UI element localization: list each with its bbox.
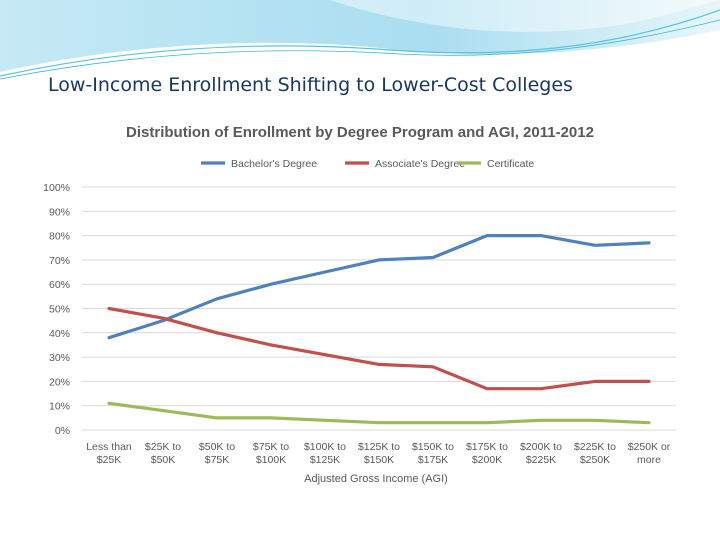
y-tick-label: 80% (49, 231, 70, 243)
y-tick-label: 60% (49, 279, 70, 291)
banner-wave-highlight (330, 0, 720, 32)
x-tick-label: $100K to $125K (304, 441, 346, 466)
x-tick-label: $75K to $100K (253, 441, 289, 466)
chart-gridlines (82, 186, 676, 431)
banner-wave-fill (0, 0, 720, 72)
series-line-1 (107, 306, 651, 391)
y-tick-label: 90% (49, 206, 70, 218)
y-tick-label: 30% (49, 352, 70, 364)
header-wave-banner (0, 0, 720, 80)
y-tick-label: 50% (49, 304, 70, 316)
slide-title: Low-Income Enrollment Shifting to Lower-… (48, 74, 573, 96)
chart-legend: Bachelor's Degree Associate's Degree Certi… (201, 158, 534, 170)
y-tick-label: 40% (49, 328, 70, 340)
y-tick-label: 20% (49, 376, 70, 388)
y-tick-label: 0% (55, 425, 70, 437)
series-line-2 (107, 401, 651, 425)
legend-label: Associate's Degree (375, 158, 465, 170)
banner-wave-line (0, 9, 720, 77)
y-tick-label: 100% (43, 182, 70, 194)
y-tick-label: 10% (49, 401, 70, 413)
x-tick-label: $250K or more (628, 441, 671, 466)
x-tick-label: Less than $25K (86, 441, 132, 466)
x-tick-label: $175K to $200K (466, 441, 508, 466)
x-tick-label: $150K to $175K (412, 441, 454, 466)
legend-label: Bachelor's Degree (231, 158, 317, 170)
x-axis-ticks: Less than $25K $25K to $50K $50K to $75K $75K … (86, 441, 671, 466)
banner-wave-line (0, 19, 720, 80)
y-axis-ticks: 0% 10% 20% 30% 40% 50% 60% 70% 80% 90% 100% (43, 182, 70, 437)
legend-label: Certificate (487, 158, 534, 170)
series-line-0 (107, 233, 651, 340)
x-axis-title: Adjusted Gross Income (AGI) (304, 473, 448, 485)
x-tick-label: $50K to $75K (199, 441, 235, 466)
x-tick-label: $225K to $250K (574, 441, 616, 466)
y-tick-label: 70% (49, 255, 70, 267)
x-tick-label: $25K to $50K (145, 441, 181, 466)
x-tick-label: $125K to $150K (358, 441, 400, 466)
enrollment-line-chart: Distribution of Enrollment by Degree Pro… (43, 124, 676, 485)
x-tick-label: $200K to $225K (520, 441, 562, 466)
chart-title: Distribution of Enrollment by Degree Pro… (126, 124, 594, 141)
chart-series (107, 233, 651, 425)
